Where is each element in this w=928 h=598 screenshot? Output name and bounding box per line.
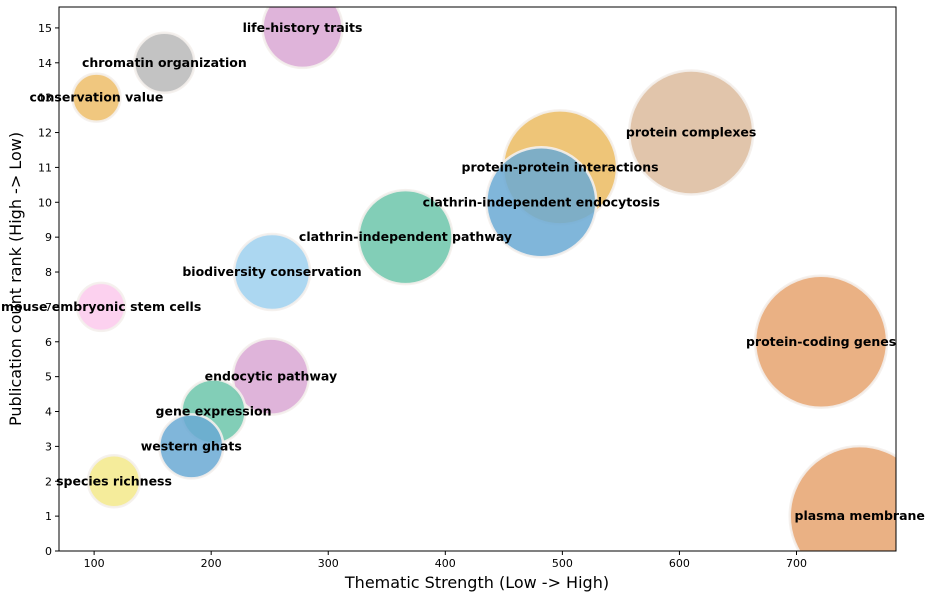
y-tick-label: 2 [45,475,52,488]
bubble-label: plasma membrane [795,508,925,523]
bubble-point [357,188,454,286]
x-tick-label: 700 [786,557,807,570]
bubble-label: chromatin organization [82,55,247,70]
bubble-point [133,31,196,95]
x-axis: 100 200 300 400 500 600 700 [84,551,807,570]
bubble-label: mouse embryonic stem cells [1,299,201,314]
bubble-point [231,337,311,416]
bubble-point [753,274,889,410]
x-tick-label: 500 [552,557,573,570]
bubble-layer [71,7,896,551]
y-tick-label: 15 [38,22,52,35]
bubble-label: conservation value [30,90,164,105]
y-tick-label: 9 [45,231,52,244]
bubble-point [261,7,344,70]
y-tick-label: 1 [45,510,52,523]
bubble-label: clathrin-independent endocytosis [423,194,660,209]
bubble-label: protein-coding genes [746,334,896,349]
bubble-point [232,232,312,312]
bubble-label: life-history traits [243,20,363,35]
y-tick-label: 13 [38,92,52,105]
bubble-point [788,444,896,551]
y-tick-label: 11 [38,161,52,174]
bubble-label: biodiversity conservation [182,264,361,279]
bubble-label: protein-protein interactions [462,159,659,174]
plot-frame [58,6,897,552]
y-tick-label: 10 [38,196,52,209]
x-tick-label: 200 [201,557,222,570]
y-tick-label: 0 [45,545,52,558]
x-tick-label: 100 [84,557,105,570]
bubble-label-layer: life-history traits chromatin organizatio… [1,20,925,523]
bubble-label: species richness [56,473,172,488]
y-axis-title: Publication count rank (High -> Low) [6,132,25,426]
bubble-label: protein complexes [626,125,756,140]
y-tick-label: 8 [45,266,52,279]
bubble-label: western ghats [141,438,242,453]
bubble-point [75,281,127,333]
x-tick-label: 400 [435,557,456,570]
bubble-label: clathrin-independent pathway [299,229,512,244]
y-tick-label: 7 [45,301,52,314]
y-tick-label: 12 [38,127,52,140]
x-tick-label: 300 [318,557,339,570]
bubble-point [627,69,755,196]
y-tick-label: 6 [45,336,52,349]
bubble-point [485,146,598,259]
x-axis-title: Thematic Strength (Low -> High) [344,573,609,592]
bubble-label: endocytic pathway [205,369,338,384]
y-tick-label: 4 [45,406,52,419]
y-tick-label: 3 [45,440,52,453]
y-tick-label: 14 [38,57,52,70]
bubble-point [86,454,142,509]
bubble-label: gene expression [156,404,272,419]
bubble-point [158,413,225,480]
y-tick-label: 5 [45,371,52,384]
bubble-point [71,72,122,123]
x-tick-label: 600 [669,557,690,570]
